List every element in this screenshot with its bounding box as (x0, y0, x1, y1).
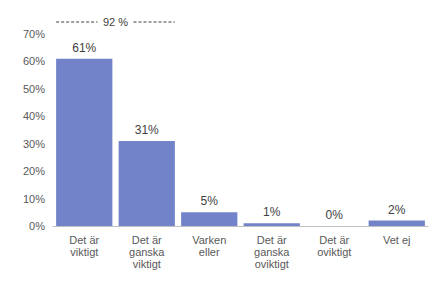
svg-text:92 %: 92 % (103, 16, 128, 28)
svg-text:20%: 20% (23, 165, 45, 177)
svg-text:viktigt: viktigt (70, 246, 98, 258)
svg-text:61%: 61% (72, 41, 96, 55)
svg-text:Vet ej: Vet ej (383, 234, 411, 246)
svg-text:ganska: ganska (254, 246, 290, 258)
svg-text:60%: 60% (23, 55, 45, 67)
svg-text:30%: 30% (23, 138, 45, 150)
svg-text:oviktigt: oviktigt (317, 246, 351, 258)
svg-text:1%: 1% (263, 205, 281, 219)
svg-text:eller: eller (199, 246, 220, 258)
svg-text:0%: 0% (326, 208, 344, 222)
svg-text:40%: 40% (23, 110, 45, 122)
svg-text:Det är: Det är (132, 234, 162, 246)
svg-text:0%: 0% (29, 220, 45, 232)
svg-text:ganska: ganska (129, 246, 165, 258)
svg-text:5%: 5% (201, 194, 219, 208)
svg-text:70%: 70% (23, 28, 45, 40)
svg-text:2%: 2% (388, 203, 406, 217)
svg-text:viktigt: viktigt (133, 258, 161, 270)
svg-text:Det är: Det är (257, 234, 287, 246)
svg-text:50%: 50% (23, 83, 45, 95)
svg-text:Varken: Varken (192, 234, 226, 246)
svg-text:Det är: Det är (319, 234, 349, 246)
svg-text:Det är: Det är (69, 234, 99, 246)
svg-text:31%: 31% (135, 123, 159, 137)
svg-text:oviktigt: oviktigt (255, 258, 289, 270)
svg-text:10%: 10% (23, 193, 45, 205)
